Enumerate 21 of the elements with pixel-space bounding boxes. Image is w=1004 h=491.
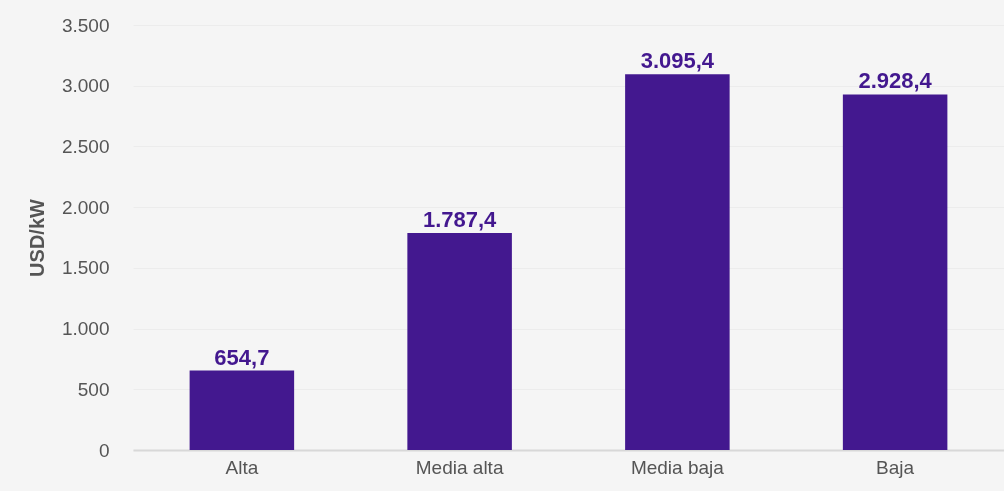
x-tick-label: Baja <box>876 456 915 478</box>
data-label: 1.787,4 <box>422 206 498 232</box>
y-axis-title: USD/kW <box>25 198 48 277</box>
y-tick-label: 1.000 <box>61 318 110 340</box>
data-label: 2.928,4 <box>858 68 933 94</box>
y-tick-label: 500 <box>77 378 110 400</box>
data-label: 3.095,4 <box>640 48 715 74</box>
y-tick-label: 1.500 <box>61 257 110 279</box>
y-tick-label: 3.500 <box>61 14 110 36</box>
x-tick-label: Media baja <box>630 456 725 478</box>
y-tick-label: 2.000 <box>61 196 110 218</box>
data-label: 654,7 <box>214 344 270 370</box>
y-tick-label: 2.500 <box>61 135 110 157</box>
bar <box>189 370 295 450</box>
bar <box>625 74 730 450</box>
bar <box>407 232 512 450</box>
bar <box>842 94 948 450</box>
y-tick-label: 3.000 <box>61 75 110 97</box>
x-tick-label: Media alta <box>415 456 504 478</box>
y-tick-label: 0 <box>98 439 110 461</box>
x-tick-label: Alta <box>225 456 259 478</box>
